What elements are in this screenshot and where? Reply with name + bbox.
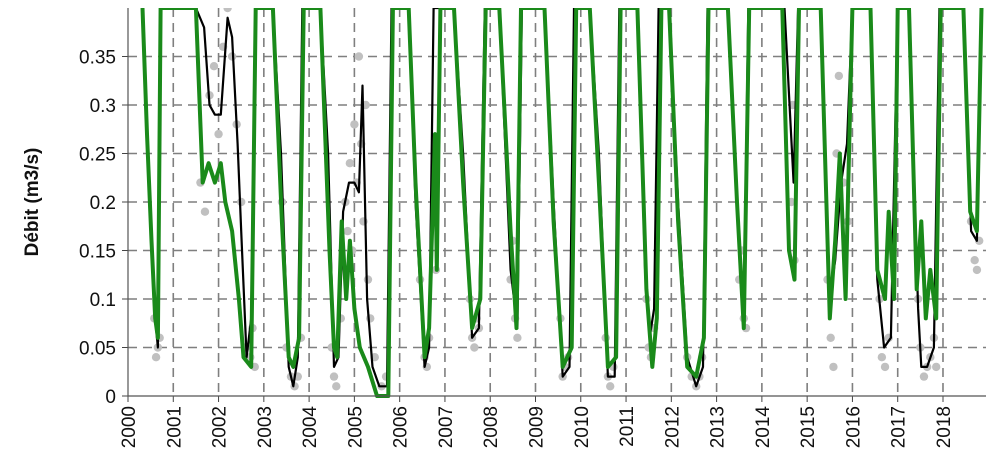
x-tick-label: 2015	[798, 406, 819, 448]
x-tick-label: 2013	[708, 406, 729, 448]
observed-point	[972, 265, 982, 275]
x-tick-label: 2017	[889, 406, 910, 448]
x-tick-label: 2005	[345, 406, 366, 448]
observed-point	[470, 343, 479, 352]
observed-point	[350, 120, 359, 129]
y-tick-label: 0.3	[90, 96, 116, 117]
grid-lines	[128, 8, 986, 396]
x-tick-label: 2000	[119, 406, 140, 448]
x-tick-label: 2003	[255, 406, 276, 448]
observed-point	[200, 207, 210, 216]
observed-point	[343, 226, 352, 236]
y-tick-label: 0.35	[79, 48, 116, 69]
x-tick-label: 2004	[300, 406, 321, 449]
observed-point	[214, 129, 223, 139]
observed-point	[345, 159, 355, 168]
observed-point	[209, 61, 219, 71]
observed-point	[332, 382, 341, 391]
observed-point	[880, 362, 890, 372]
x-tick-label: 2010	[572, 406, 593, 448]
observed-point	[151, 353, 161, 362]
x-tick-label: 2012	[662, 406, 683, 448]
observed-point	[919, 372, 929, 381]
x-tick-label: 2007	[436, 406, 457, 448]
y-tick-label: 0	[105, 387, 116, 408]
x-tick-label: 2018	[934, 406, 955, 448]
observed-point	[366, 314, 375, 323]
series-layer	[140, 8, 984, 398]
x-tick-label: 2008	[481, 406, 502, 448]
observed-point	[826, 333, 835, 342]
x-tick-label: 2016	[843, 406, 864, 448]
axes	[122, 8, 986, 402]
observed-point	[834, 71, 844, 81]
y-tick-label: 0.2	[90, 193, 116, 214]
x-tick-label: 2002	[210, 406, 231, 448]
series-group	[140, 8, 984, 398]
tick-labels: 0 0.05 0.1 0.15 0.2 0.25 0.3 0.35 2000 2001 2002 20…	[79, 48, 955, 449]
observed-point	[354, 52, 364, 61]
observed-point	[931, 362, 941, 372]
observed-point	[606, 382, 615, 391]
y-tick-label: 0.15	[79, 242, 116, 263]
x-tick-label: 2011	[617, 406, 638, 447]
x-tick-label: 2014	[753, 406, 774, 449]
observed-point	[877, 353, 887, 362]
observed-point	[223, 8, 232, 13]
x-tick-label: 2001	[164, 406, 185, 448]
x-tick-label: 2006	[391, 406, 412, 448]
observed-point	[829, 362, 838, 372]
observed-point	[970, 256, 979, 265]
green-series-line	[140, 8, 984, 398]
y-tick-label: 0.25	[79, 145, 116, 166]
observed-point	[329, 372, 339, 381]
x-tick-label: 2009	[526, 406, 547, 448]
observed-point	[363, 275, 373, 284]
y-tick-label: 0.05	[79, 339, 116, 360]
observed-point	[513, 333, 522, 342]
y-tick-label: 0.1	[90, 290, 116, 311]
y-axis-label: Débit (m3/s)	[22, 148, 43, 257]
